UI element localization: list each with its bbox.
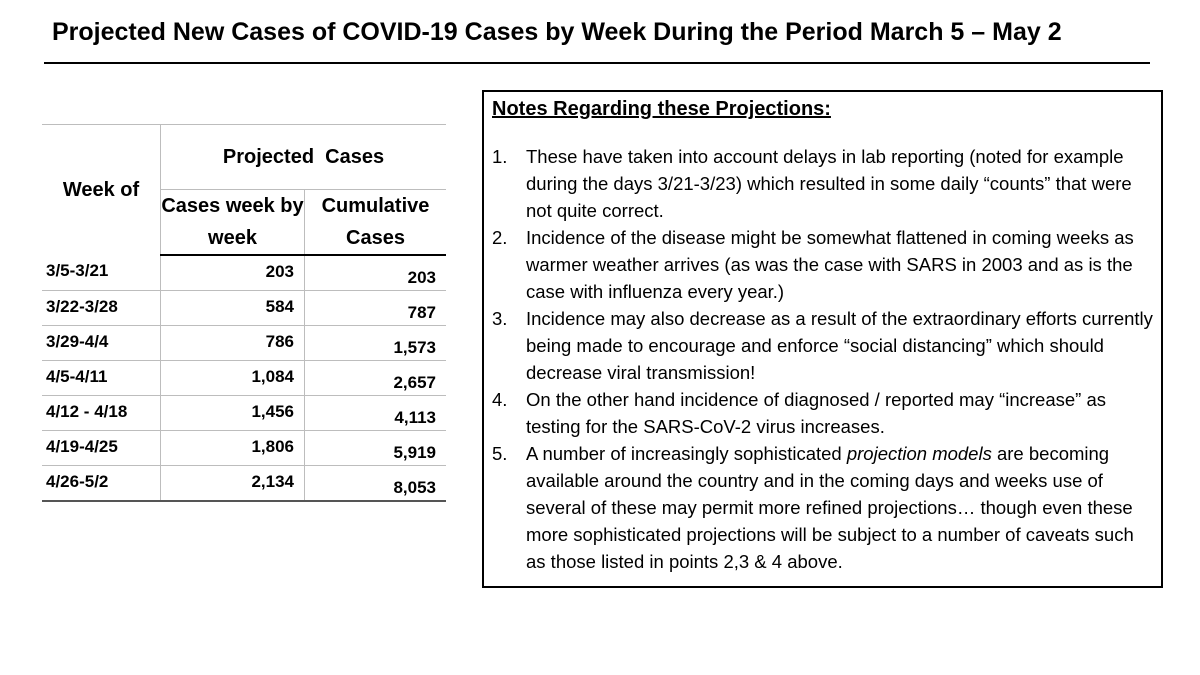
cell-week-text: 3/29-4/4 <box>46 332 109 351</box>
table-row: 4/12 - 4/18 1,456 4,113 <box>42 395 446 431</box>
cell-cumulative-cases: 1,573 <box>304 325 446 361</box>
header-projected-cases: Projected Cases <box>160 124 446 190</box>
header-cases-week-by-week: Cases week by week <box>160 189 305 256</box>
cell-week-text: 4/5-4/11 <box>46 367 108 386</box>
cell-week: 3/29-4/4 <box>42 325 161 361</box>
cell-cumulative-cases-text: 2,657 <box>393 373 436 392</box>
cell-weekly-cases-text: 1,084 <box>251 367 294 386</box>
cell-cumulative-cases-text: 787 <box>407 303 436 322</box>
cell-cumulative-cases: 4,113 <box>304 395 446 431</box>
cell-week-text: 3/5-3/21 <box>46 261 109 280</box>
cell-cumulative-cases: 787 <box>304 290 446 326</box>
note-text: Incidence may also decrease as a result … <box>526 308 1153 383</box>
note-text-emphasis: projection models <box>846 443 992 464</box>
note-item-1: 1. These have taken into account delays i… <box>492 143 1153 224</box>
note-text: A number of increasingly sophisticated <box>526 443 847 464</box>
cell-weekly-cases-text: 203 <box>265 262 294 281</box>
cell-weekly-cases: 1,084 <box>160 360 305 396</box>
table-row: 4/19-4/25 1,806 5,919 <box>42 430 446 466</box>
cell-cumulative-cases-text: 5,919 <box>393 443 436 462</box>
note-number: 5. <box>492 443 508 464</box>
cell-cumulative-cases-text: 1,573 <box>393 338 436 357</box>
cell-cumulative-cases: 5,919 <box>304 430 446 466</box>
projection-table: Week of Projected Cases Cases week by we… <box>42 124 446 502</box>
note-item-2: 2. Incidence of the disease might be some… <box>492 224 1153 305</box>
table-row: 3/5-3/21 203 203 <box>42 255 446 291</box>
cell-weekly-cases: 203 <box>160 255 305 291</box>
note-text: These have taken into account delays in … <box>526 146 1132 221</box>
table-row: 3/22-3/28 584 787 <box>42 290 446 326</box>
cell-weekly-cases-text: 584 <box>265 297 294 316</box>
cell-weekly-cases: 2,134 <box>160 465 305 502</box>
page-title: Projected New Cases of COVID-19 Cases by… <box>52 18 1062 46</box>
cell-week: 3/5-3/21 <box>42 255 161 291</box>
note-text: Incidence of the disease might be somewh… <box>526 227 1134 302</box>
cell-week: 4/12 - 4/18 <box>42 395 161 431</box>
cell-week: 3/22-3/28 <box>42 290 161 326</box>
cell-weekly-cases-text: 1,806 <box>251 437 294 456</box>
note-text: On the other hand incidence of diagnosed… <box>526 389 1107 437</box>
table-row: 3/29-4/4 786 1,573 <box>42 325 446 361</box>
cell-weekly-cases: 786 <box>160 325 305 361</box>
note-text: are becoming available around the countr… <box>526 443 1134 572</box>
cell-week: 4/19-4/25 <box>42 430 161 466</box>
header-week-of: Week of <box>42 124 161 255</box>
note-number: 2. <box>492 227 508 248</box>
notes-title: Notes Regarding these Projections: <box>492 98 831 120</box>
cell-weekly-cases-text: 1,456 <box>251 402 294 421</box>
note-number: 4. <box>492 389 508 410</box>
cell-weekly-cases-text: 786 <box>265 332 294 351</box>
cell-week-text: 4/26-5/2 <box>46 472 109 491</box>
notes-box: Notes Regarding these Projections: 1. The… <box>482 90 1163 588</box>
cell-weekly-cases: 1,806 <box>160 430 305 466</box>
cell-weekly-cases-text: 2,134 <box>251 472 294 491</box>
cell-cumulative-cases-text: 203 <box>407 268 436 287</box>
title-divider <box>44 62 1150 64</box>
cell-week: 4/26-5/2 <box>42 465 161 502</box>
notes-list: 1. These have taken into account delays i… <box>492 143 1153 575</box>
note-number: 1. <box>492 146 508 167</box>
cell-cumulative-cases: 203 <box>304 255 446 291</box>
cell-cumulative-cases: 2,657 <box>304 360 446 396</box>
table-row: 4/5-4/11 1,084 2,657 <box>42 360 446 396</box>
note-number: 3. <box>492 308 508 329</box>
note-item-3: 3. Incidence may also decrease as a resul… <box>492 305 1153 386</box>
cell-weekly-cases: 584 <box>160 290 305 326</box>
table-row: 4/26-5/2 2,134 8,053 <box>42 465 446 502</box>
cell-week-text: 4/19-4/25 <box>46 437 118 456</box>
cell-cumulative-cases: 8,053 <box>304 465 446 502</box>
header-cumulative-cases: Cumulative Cases <box>304 189 446 256</box>
cell-week-text: 3/22-3/28 <box>46 297 118 316</box>
note-item-4: 4. On the other hand incidence of diagnos… <box>492 386 1153 440</box>
cell-week-text: 4/12 - 4/18 <box>46 402 128 421</box>
cell-cumulative-cases-text: 8,053 <box>393 478 436 497</box>
cell-cumulative-cases-text: 4,113 <box>394 408 436 427</box>
cell-weekly-cases: 1,456 <box>160 395 305 431</box>
note-item-5: 5. A number of increasingly sophisticated… <box>492 440 1153 575</box>
cell-week: 4/5-4/11 <box>42 360 161 396</box>
